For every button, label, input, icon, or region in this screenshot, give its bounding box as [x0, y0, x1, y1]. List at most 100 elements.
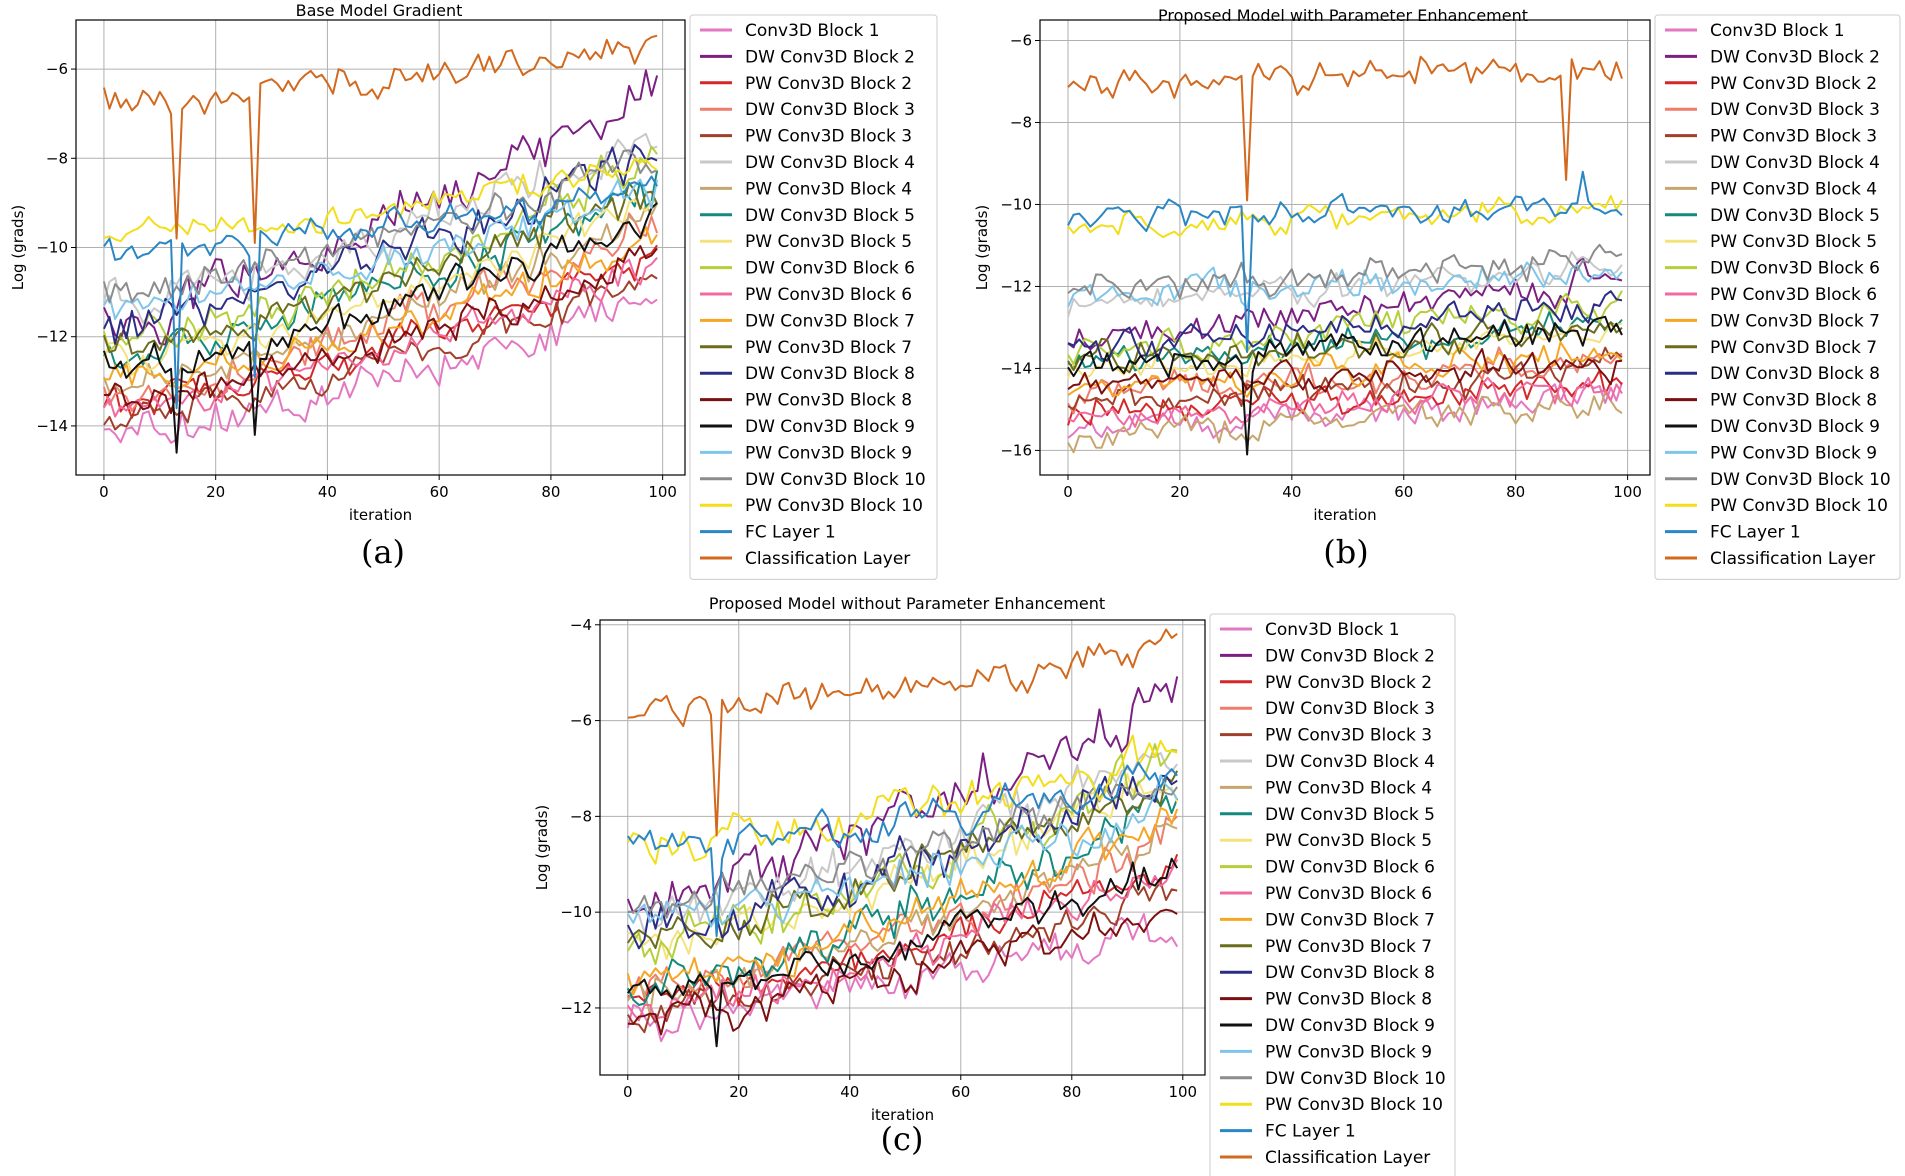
x-tick-label: 40 [318, 483, 337, 501]
x-axis-label: iteration [871, 1106, 934, 1124]
legend-label: DW Conv3D Block 5 [1710, 206, 1880, 226]
series-line [1067, 369, 1623, 426]
plot-frame [599, 619, 1206, 1076]
series-line [626, 774, 1178, 950]
legend-label: DW Conv3D Block 3 [1265, 699, 1435, 719]
legend-label: DW Conv3D Block 3 [1710, 100, 1880, 120]
legend-label: DW Conv3D Block 4 [745, 153, 915, 173]
legend-box [1654, 14, 1901, 580]
legend-label: PW Conv3D Block 2 [1710, 74, 1877, 94]
series-line [103, 175, 658, 410]
y-tick-label: −6 [46, 60, 68, 78]
legend-box [689, 14, 938, 580]
legend-label: DW Conv3D Block 2 [745, 47, 915, 67]
legend-label: DW Conv3D Block 2 [1265, 646, 1435, 666]
x-tick-label: 60 [951, 1083, 970, 1101]
series-line [102, 203, 658, 394]
y-tick-label: −8 [46, 149, 68, 167]
legend-label: DW Conv3D Block 7 [1265, 910, 1435, 930]
series-line [1067, 243, 1623, 300]
series-line [626, 857, 1179, 1048]
plot-frame [1039, 19, 1651, 476]
series-line [626, 859, 1179, 1022]
legend-label: DW Conv3D Block 8 [745, 364, 915, 384]
series-line [626, 793, 1179, 1006]
series-line [1067, 194, 1623, 239]
legend-label: PW Conv3D Block 3 [1710, 127, 1877, 147]
legend-label: PW Conv3D Block 5 [1265, 831, 1432, 851]
series-line [102, 149, 658, 304]
legend-label: DW Conv3D Block 7 [745, 311, 915, 331]
legend-label: FC Layer 1 [1265, 1122, 1356, 1142]
series-line [626, 743, 1178, 965]
series-line [626, 807, 1179, 996]
subfigure-caption: (a) [361, 533, 405, 571]
legend-label: Classification Layer [1265, 1148, 1430, 1168]
legend-label: DW Conv3D Block 9 [1265, 1016, 1435, 1036]
legend-label: PW Conv3D Block 7 [1710, 338, 1877, 358]
legend: Conv3D Block 1 DW Conv3D Block 2 PW Conv3D… [1654, 14, 1901, 580]
legend-label: PW Conv3D Block 10 [745, 496, 923, 516]
y-axis-label: Log (grads) [973, 205, 991, 290]
series-line [626, 822, 1178, 1015]
x-tick-label: 60 [1394, 483, 1413, 501]
x-tick-label: 40 [840, 1083, 859, 1101]
series-line [1067, 315, 1623, 456]
x-tick-label: 80 [541, 483, 560, 501]
legend-label: DW Conv3D Block 5 [1265, 805, 1435, 825]
series-line [103, 178, 659, 320]
series-line [1067, 348, 1623, 395]
y-tick-label: −14 [36, 417, 68, 435]
legend-label: DW Conv3D Block 10 [1710, 470, 1891, 490]
legend-label: DW Conv3D Block 6 [745, 259, 915, 279]
legend-label: Classification Layer [745, 549, 910, 569]
legend-label: PW Conv3D Block 9 [745, 443, 912, 463]
chart-title: Proposed Model without Parameter Enhance… [709, 594, 1105, 613]
legend-label: DW Conv3D Block 8 [1710, 364, 1880, 384]
legend-label: PW Conv3D Block 3 [1265, 726, 1432, 746]
subfigure-caption: (c) [881, 1120, 924, 1158]
series-line [102, 145, 658, 353]
x-tick-label: 100 [1168, 1083, 1197, 1101]
y-tick-label: −12 [36, 328, 68, 346]
legend-label: PW Conv3D Block 2 [745, 74, 912, 94]
legend-label: PW Conv3D Block 10 [1710, 496, 1888, 516]
y-tick-label: −10 [36, 239, 68, 257]
legend-label: Conv3D Block 1 [1710, 21, 1845, 41]
legend-label: FC Layer 1 [1710, 523, 1801, 543]
series-lines [626, 628, 1179, 1048]
legend-box [1209, 613, 1456, 1176]
series-lines [1067, 55, 1623, 456]
series-line [626, 774, 1179, 928]
x-tick-label: 100 [648, 483, 677, 501]
legend-label: PW Conv3D Block 9 [1265, 1042, 1432, 1062]
series-line [1067, 170, 1623, 353]
chart-title: Proposed Model with Parameter Enhancemen… [1158, 6, 1528, 25]
y-tick-label: −10 [560, 903, 592, 921]
legend: Conv3D Block 1 DW Conv3D Block 2 PW Conv3D… [689, 14, 938, 580]
legend-label: PW Conv3D Block 8 [1265, 990, 1432, 1010]
legend-label: PW Conv3D Block 4 [1265, 778, 1432, 798]
legend-label: PW Conv3D Block 5 [1710, 232, 1877, 252]
legend-label: PW Conv3D Block 8 [1710, 391, 1877, 411]
legend-label: DW Conv3D Block 7 [1710, 311, 1880, 331]
series-line [1067, 290, 1623, 365]
legend-label: FC Layer 1 [745, 523, 836, 543]
y-axis-label: Log (grads) [533, 805, 551, 890]
legend-label: PW Conv3D Block 5 [745, 232, 912, 252]
series-line [103, 296, 658, 444]
y-tick-label: −12 [560, 999, 592, 1017]
series-line [1067, 256, 1623, 351]
chart-c: Proposed Model without Parameter Enhance… [533, 594, 1456, 1176]
legend-label: DW Conv3D Block 3 [745, 100, 915, 120]
series-line [1067, 55, 1623, 202]
legend-label: PW Conv3D Block 4 [745, 179, 912, 199]
x-tick-label: 80 [1506, 483, 1525, 501]
y-axis-label: Log (grads) [9, 205, 27, 290]
x-tick-label: 40 [1282, 483, 1301, 501]
legend-label: PW Conv3D Block 4 [1710, 179, 1877, 199]
chart-b: Proposed Model with Parameter Enhancemen… [973, 6, 1901, 580]
legend-label: DW Conv3D Block 2 [1710, 47, 1880, 67]
series-line [103, 226, 658, 390]
